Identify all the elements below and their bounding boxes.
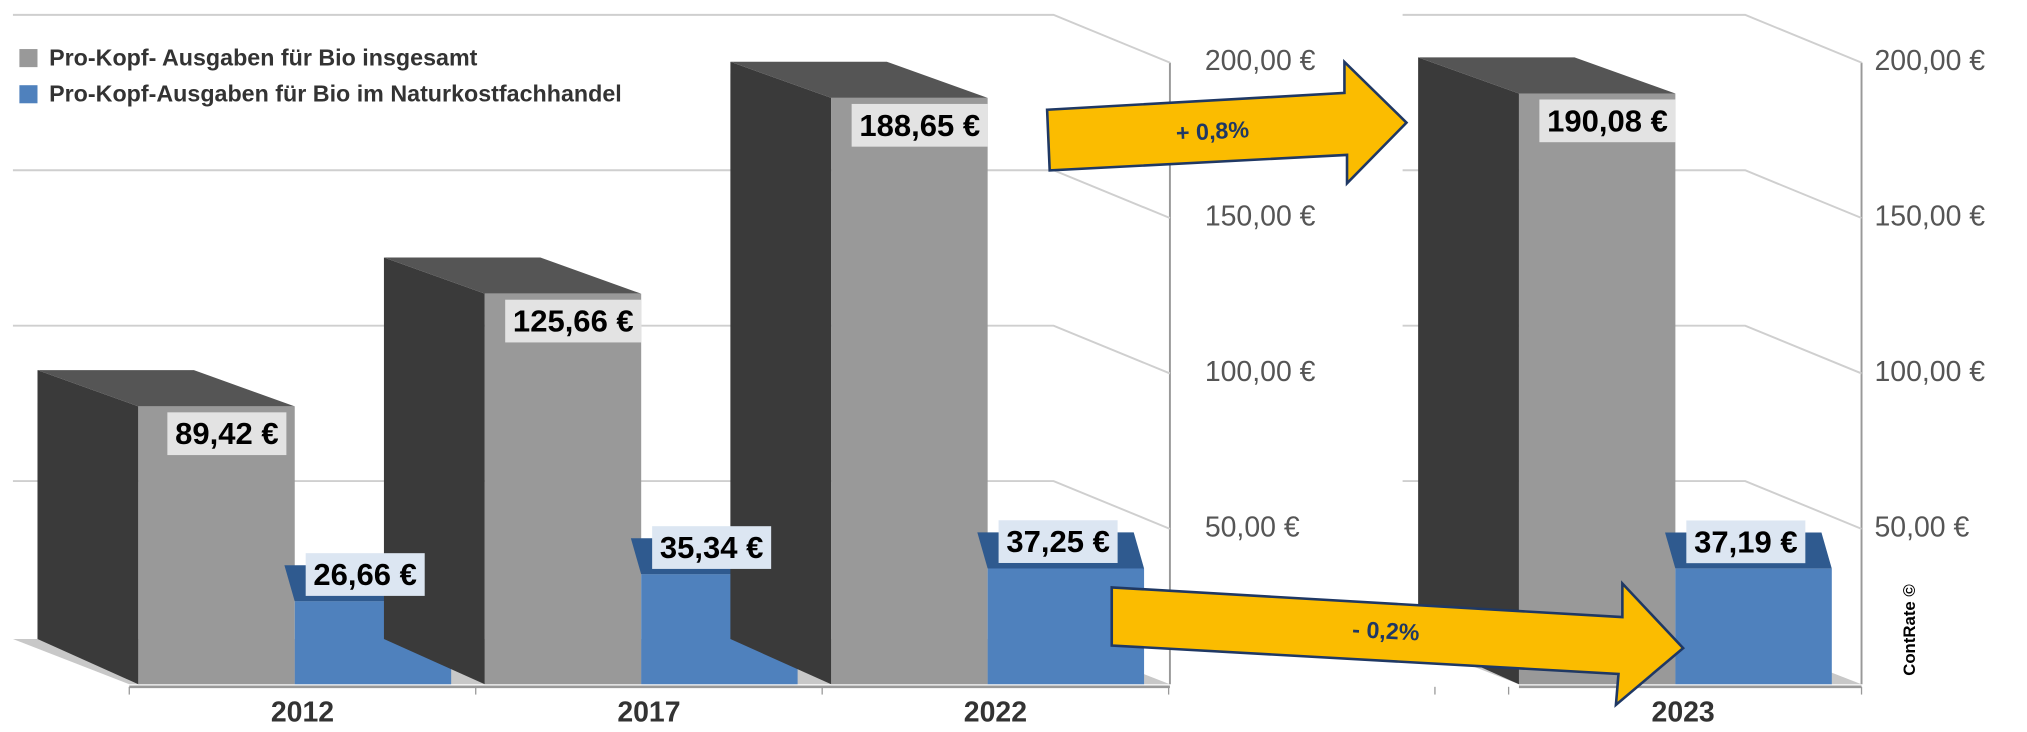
value-label: 190,08 €: [1547, 103, 1668, 138]
label-box: [167, 412, 287, 456]
legend-swatch: [19, 85, 38, 104]
annotation: - 0,2%: [1352, 616, 1421, 645]
grid-line: [12, 169, 1171, 219]
value-label: 89,42 €: [175, 416, 279, 451]
x-tick-label: 2012: [271, 696, 334, 728]
value-label: 188,65 €: [859, 108, 980, 143]
label-box: [305, 553, 425, 596]
x-tick-label: 2023: [1652, 696, 1715, 728]
grid-line: [12, 13, 1171, 64]
value-label: 125,66 €: [513, 304, 634, 339]
arrow-down: [1110, 580, 1686, 708]
value-label: 26,66 €: [313, 557, 417, 592]
y-tick-label: 100,00 €: [1874, 356, 1985, 388]
value-label: 35,34 €: [660, 530, 764, 565]
label-box: [1686, 520, 1806, 564]
bar: [484, 293, 642, 685]
bar-top: [1418, 57, 1676, 94]
bar-side: [383, 257, 485, 685]
arrow-up: [1045, 58, 1409, 187]
legend-swatch: [19, 49, 38, 68]
bar: [1518, 93, 1676, 685]
bar-side: [37, 370, 139, 685]
value-label: 37,25 €: [1006, 524, 1110, 559]
overlay-layer: + 0,8% - 0,2% ContRate © 89,42 € 26,66 € 1…: [19, 45, 1919, 708]
label-box: [998, 520, 1118, 563]
y-tick-label: 50,00 €: [1874, 511, 1969, 543]
x-tick-label: 2022: [964, 696, 1027, 728]
credit: ContRate ©: [1900, 584, 1919, 676]
value-label: 37,19 €: [1694, 524, 1798, 559]
bar-top: [383, 257, 642, 294]
bar-side: [1418, 57, 1519, 685]
grid-line: [12, 324, 1171, 375]
y-tick-label: 100,00 €: [1205, 356, 1316, 388]
y-tick-label: 200,00 €: [1205, 45, 1316, 77]
bar-top: [730, 61, 988, 98]
label-box: [505, 299, 642, 343]
annotation: + 0,8%: [1175, 116, 1250, 146]
y-tick-label: 200,00 €: [1874, 45, 1985, 77]
label-box: [851, 103, 988, 147]
label-box: [652, 526, 772, 569]
legend-label: Pro-Kopf- Ausgaben für Bio insgesamt: [49, 45, 478, 71]
label-box: [1539, 99, 1676, 143]
bar: [1675, 568, 1832, 685]
y-tick-label: 50,00 €: [1205, 511, 1300, 543]
y-tick-label: 150,00 €: [1874, 201, 1985, 233]
grid-line: [1402, 13, 1862, 64]
bar: [831, 97, 988, 685]
legend-label: Pro-Kopf-Ausgaben für Bio im Naturkostfa…: [49, 81, 622, 107]
x-tick-label: 2017: [617, 696, 680, 728]
grid-line: [12, 480, 1171, 530]
y-tick-label: 150,00 €: [1205, 201, 1316, 233]
bar-top: [37, 370, 295, 407]
bar-side: [730, 61, 832, 685]
